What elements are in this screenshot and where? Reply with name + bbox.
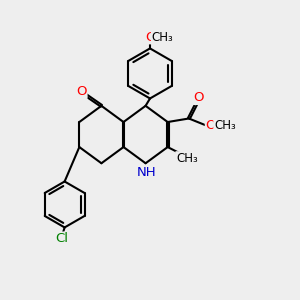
- Text: Cl: Cl: [55, 232, 68, 245]
- Text: CH₃: CH₃: [152, 31, 173, 44]
- Text: O: O: [206, 119, 216, 132]
- Text: CH₃: CH₃: [214, 119, 236, 132]
- Text: O: O: [145, 31, 155, 44]
- Text: CH₃: CH₃: [176, 152, 198, 165]
- Text: O: O: [193, 92, 204, 104]
- Text: NH: NH: [136, 166, 156, 179]
- Text: O: O: [76, 85, 87, 98]
